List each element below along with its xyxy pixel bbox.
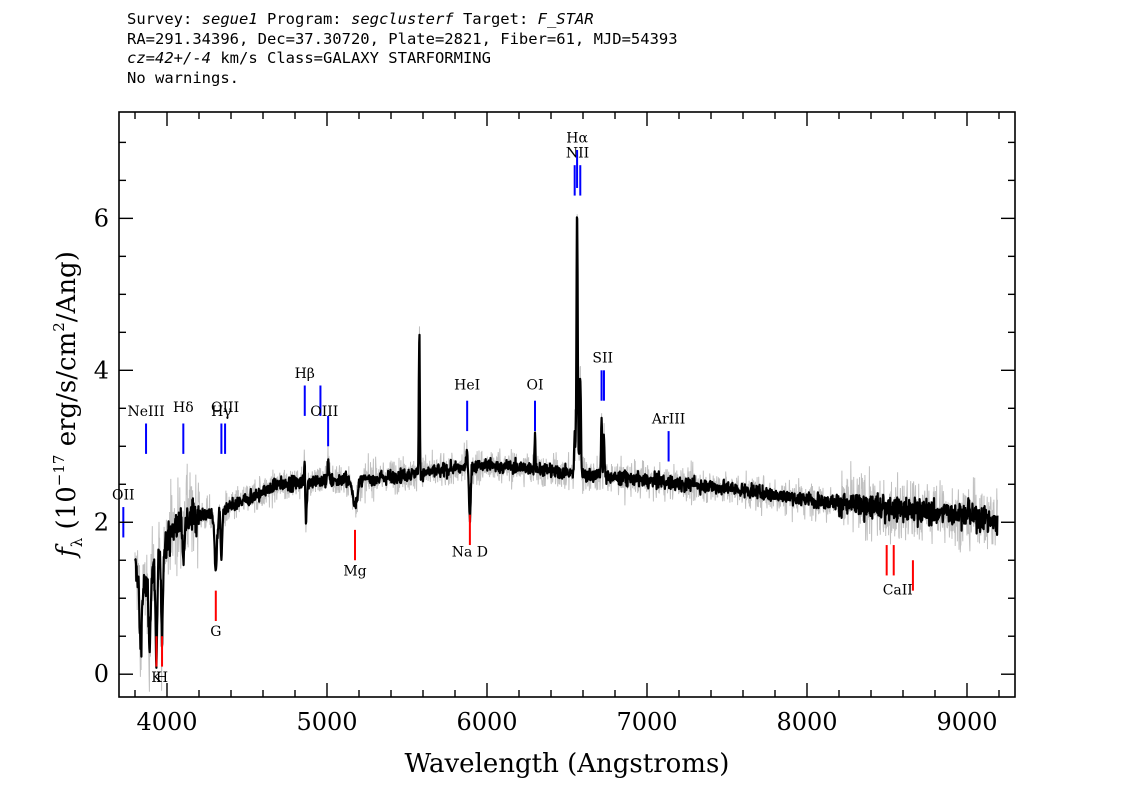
absorption-label-CaII: CaII [883,582,913,598]
x-tick-label: 8000 [776,708,837,736]
spectrum-series [134,214,999,692]
target-label: Target: [453,10,538,28]
absorption-label-Na-D: Na D [452,544,488,560]
absorption-label-Mg: Mg [343,563,366,579]
y-label-open: (10 [52,486,82,538]
emission-label-SII: SII [592,351,613,367]
y-label-squared: 2 [50,322,68,332]
emission-label-OI: OI [526,377,543,393]
x-tick-label: 5000 [296,708,357,736]
x-tick-label: 9000 [936,708,997,736]
y-label-lambda: λ [68,537,86,547]
emission-label-Hδ: Hδ [173,400,194,416]
x-tick-label: 7000 [616,708,677,736]
absorption-label-H: H [156,670,168,686]
emission-label-ArIII: ArIII [651,411,685,427]
emission-label-NII: NII [566,146,589,162]
x-tick-label: 6000 [456,708,517,736]
emission-label-OII: OII [112,487,135,503]
y-label-exponent: −17 [50,455,68,487]
x-axis-label: Wavelength (Angstroms) [405,749,730,779]
emission-label-HeI: HeI [454,377,480,393]
redshift-value: cz=42+/-4 [127,49,211,67]
spectrum-line [134,216,999,669]
emission-label-Hγ: Hγ [211,404,232,420]
chart-axes: 4000 5000 6000 7000 8000 9000 0 2 4 6 [94,111,1016,736]
y-tick-label: 0 [94,660,109,688]
emission-label-Hβ: Hβ [295,366,315,382]
header-line-survey: Survey: segue1 Program: segclusterf Targ… [127,10,1027,30]
plot-frame [118,111,1016,698]
spectrum-noise [134,214,998,692]
header-line-coordinates: RA=291.34396, Dec=37.30720, Plate=2821, … [127,29,678,48]
spectrum-header: Survey: segue1 Program: segclusterf Targ… [127,10,1027,88]
emission-label-Hα: Hα [566,130,588,146]
y-tick-label: 4 [94,356,109,384]
x-tick-label: 4000 [136,708,197,736]
program-value: segclusterf [350,10,454,28]
y-tick-label: 2 [94,508,109,536]
target-value: F_STAR [537,10,594,28]
y-axis-label: fλ (10−17 erg/s/cm2/Ang) [50,251,86,559]
class-text: km/s Class=GALAXY STARFORMING [211,49,491,67]
y-label-units: erg/s/cm [52,332,82,455]
header-line-warnings: No warnings. [127,68,239,87]
emission-label-OIII: OIII [310,404,338,420]
program-label: Program: [257,10,351,28]
y-label-close: /Ang) [52,251,82,322]
emission-label-NeIII: NeIII [127,404,164,420]
emission-label-OIII: OIII [211,400,239,416]
survey-label: Survey: [127,10,202,28]
absorption-label-G: G [210,624,221,640]
header-line-redshift: cz=42+/-4 km/s Class=GALAXY STARFORMING [127,49,1027,69]
absorption-label-K: K [151,670,162,686]
survey-value: segue1 [201,10,258,28]
y-tick-label: 6 [94,204,109,232]
